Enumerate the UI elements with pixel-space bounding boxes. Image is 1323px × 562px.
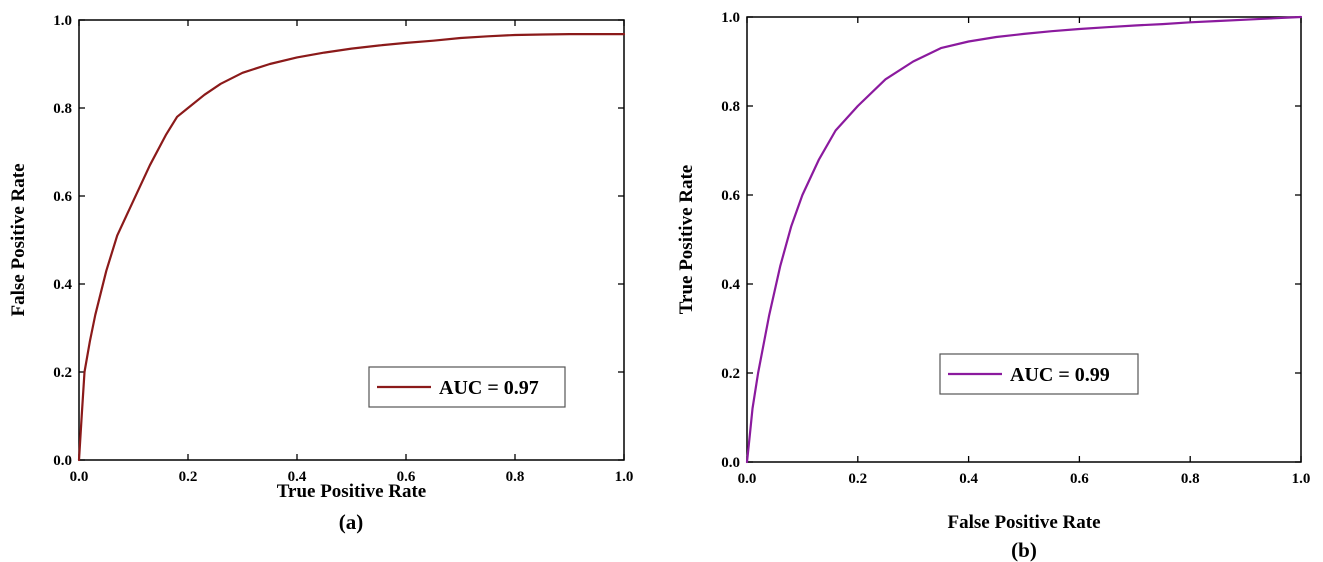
y-tick-label: 0.6 [53,189,72,205]
chart-panel-b: 0.0 0.2 0.4 0.6 0.8 1.0 0.0 0.2 0.4 0.6 0.8 1.0 Fals… [676,10,1310,562]
y-tick-label: 0.0 [721,455,740,471]
y-tick-label: 1.0 [721,10,740,26]
chart-panel-a: 0.0 0.2 0.4 0.6 0.8 1.0 0.0 0.2 0.4 0.6 0.8 1.0 True… [8,13,633,534]
y-tick-label: 0.4 [721,277,740,293]
plot-frame [78,19,625,461]
y-axis-label: True Positive Rate [676,165,697,315]
x-axis-label: False Positive Rate [947,512,1100,533]
x-tick-label: 0.0 [70,469,89,485]
x-tick-label: 0.4 [959,471,978,487]
x-tick-label: 0.8 [1181,471,1200,487]
y-tick-label: 0.0 [53,453,72,469]
y-tick-label: 0.2 [53,365,72,381]
y-tick-label: 0.2 [721,366,740,382]
legend-label: AUC = 0.97 [439,377,539,399]
roc-curve-line [77,32,626,462]
x-tick-label: 0.8 [506,469,525,485]
x-tick-label: 0.6 [1070,471,1089,487]
y-tick-label: 0.8 [721,99,740,115]
panel-label: (a) [339,510,364,534]
y-tick-label: 1.0 [53,13,72,29]
x-tick-label: 1.0 [1292,471,1311,487]
roc-curve-line [745,15,1303,464]
x-tick-label: 0.2 [179,469,198,485]
x-tick-label: 1.0 [615,469,634,485]
y-tick-label: 0.4 [53,277,72,293]
legend-label: AUC = 0.99 [1010,364,1110,386]
y-axis-label: False Positive Rate [8,163,29,316]
plot-frame [746,16,1302,463]
panel-label: (b) [1011,538,1037,562]
y-tick-label: 0.8 [53,101,72,117]
x-tick-label: 0.2 [848,471,867,487]
x-tick-label: 0.4 [288,469,307,485]
x-tick-label: 0.0 [738,471,757,487]
y-tick-label: 0.6 [721,188,740,204]
x-axis-label: True Positive Rate [277,481,427,502]
x-tick-label: 0.6 [397,469,416,485]
